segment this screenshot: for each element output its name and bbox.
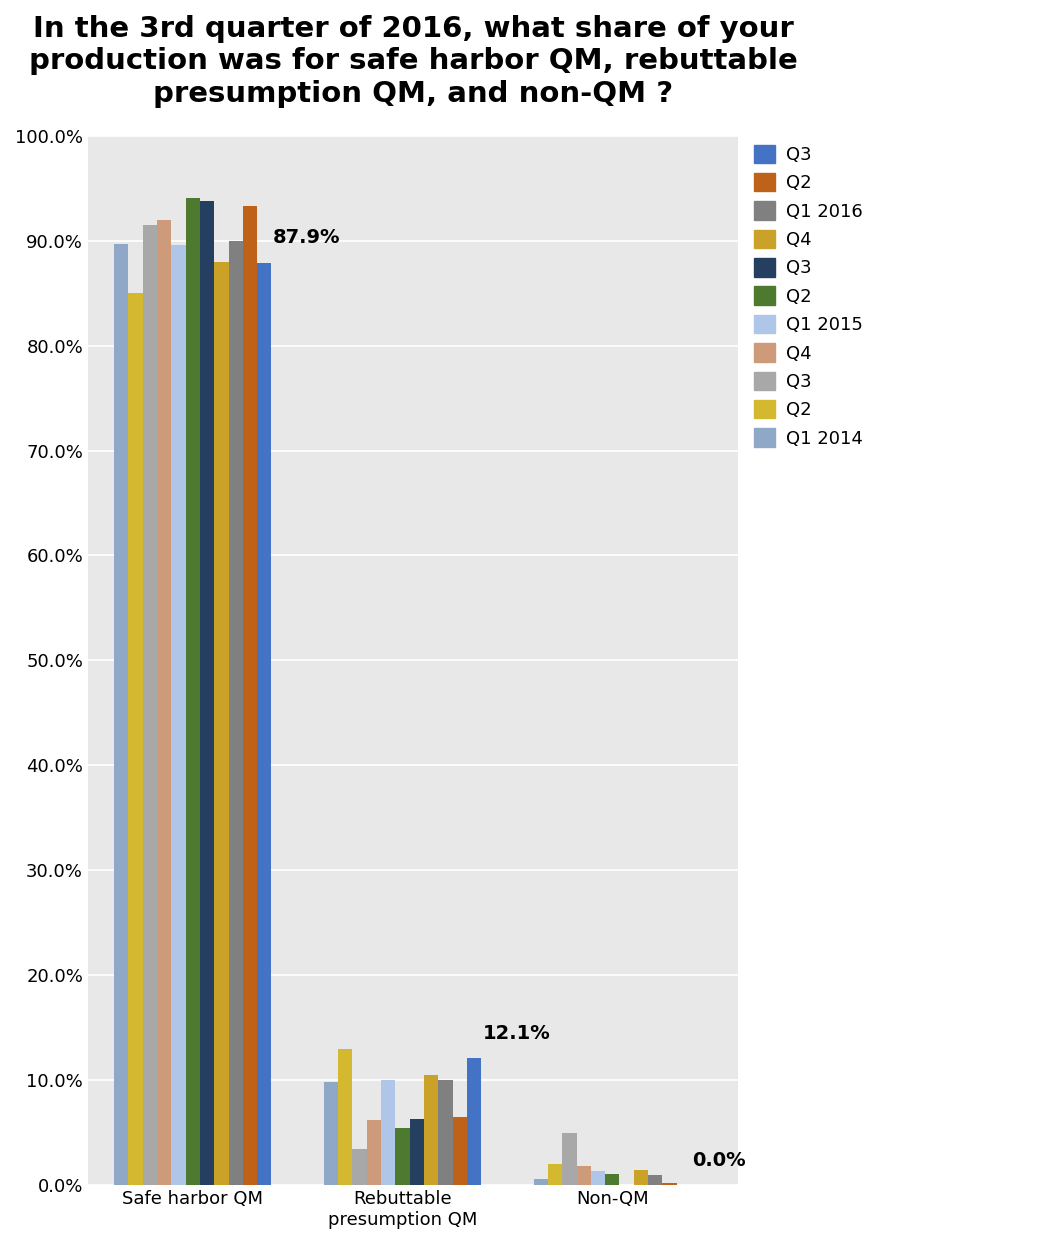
Bar	[186, 198, 200, 1186]
Bar	[662, 1183, 676, 1186]
Bar	[605, 1174, 619, 1186]
Bar	[324, 1082, 338, 1186]
Bar	[157, 219, 172, 1186]
Bar	[466, 1059, 481, 1186]
Bar	[338, 1049, 353, 1186]
Bar	[438, 1080, 453, 1186]
Text: 12.1%: 12.1%	[482, 1024, 550, 1042]
Bar	[128, 294, 143, 1186]
Bar	[533, 1179, 548, 1186]
Title: In the 3rd quarter of 2016, what share of your
production was for safe harbor QM: In the 3rd quarter of 2016, what share o…	[29, 15, 797, 108]
Bar	[648, 1174, 662, 1186]
Bar	[409, 1120, 424, 1186]
Bar	[577, 1167, 590, 1186]
Bar	[382, 1080, 395, 1186]
Bar	[172, 245, 185, 1186]
Bar	[395, 1127, 409, 1186]
Bar	[243, 207, 258, 1186]
Bar	[562, 1133, 577, 1186]
Bar	[424, 1075, 438, 1186]
Bar	[229, 240, 243, 1186]
Bar	[548, 1164, 562, 1186]
Bar	[143, 225, 157, 1186]
Bar	[590, 1171, 605, 1186]
Legend: Q3, Q2, Q1 2016, Q4, Q3, Q2, Q1 2015, Q4, Q3, Q2, Q1 2014: Q3, Q2, Q1 2016, Q4, Q3, Q2, Q1 2015, Q4…	[754, 144, 863, 448]
Bar	[367, 1121, 382, 1186]
Bar	[114, 244, 128, 1186]
Text: 0.0%: 0.0%	[692, 1151, 746, 1169]
Bar	[200, 200, 214, 1186]
Bar	[353, 1148, 367, 1186]
Text: 87.9%: 87.9%	[272, 228, 340, 246]
Bar	[453, 1117, 466, 1186]
Bar	[214, 261, 229, 1186]
Bar	[258, 262, 271, 1186]
Bar	[634, 1169, 648, 1186]
